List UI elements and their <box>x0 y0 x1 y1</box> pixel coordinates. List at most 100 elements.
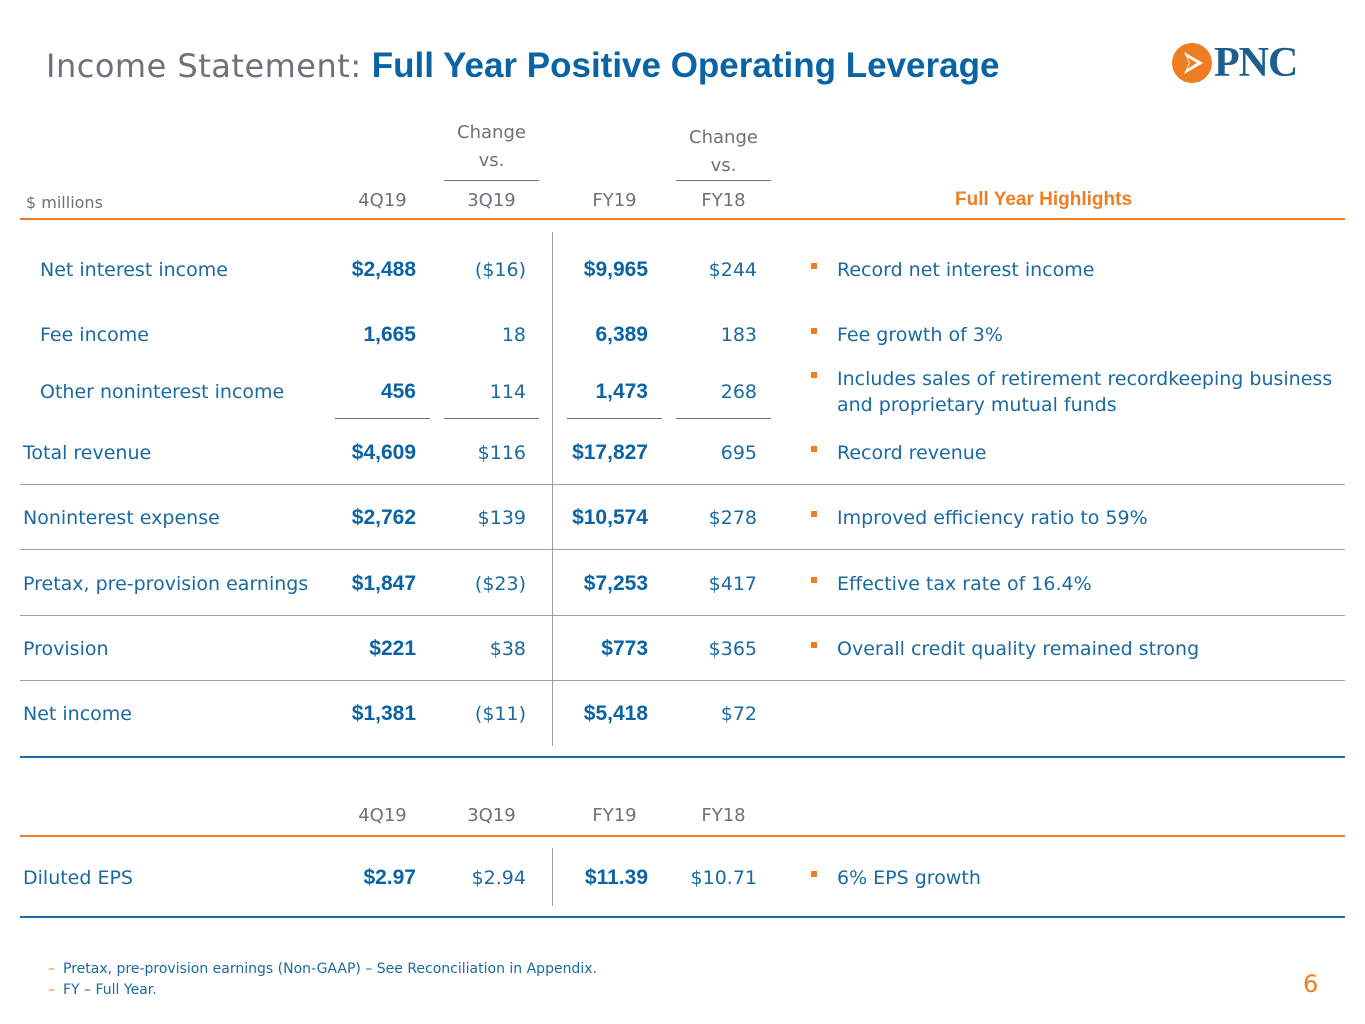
value-4q19: $1,847 <box>351 572 416 595</box>
change-underline-2 <box>676 180 771 181</box>
table-bottom-rule <box>20 756 1345 758</box>
value-4q19: $4,609 <box>351 441 416 464</box>
value-fy19: $17,827 <box>572 441 648 464</box>
bullet-icon <box>811 641 817 648</box>
bullet-icon <box>811 371 817 378</box>
highlight-text-continued: and proprietary mutual funds <box>837 394 1117 416</box>
footnote-text: Pretax, pre-provision earnings (Non-GAAP… <box>63 961 597 977</box>
row-divider <box>20 680 1345 681</box>
highlight-item: Record net interest income <box>811 259 1094 281</box>
eps-col-3q19: 3Q19 <box>467 805 516 826</box>
bullet-icon <box>811 510 817 517</box>
footnote: – FY – Full Year. <box>48 982 157 998</box>
value-chg-3q19: $139 <box>477 507 526 529</box>
subtotal-rule <box>335 418 430 419</box>
value-4q19: 456 <box>380 380 416 403</box>
bullet-icon <box>811 327 817 334</box>
eps-4q19: $2.97 <box>363 866 416 889</box>
value-chg-fy18: $417 <box>708 573 757 595</box>
vs-label-1: vs. <box>478 150 505 171</box>
logo-text: PNC <box>1214 40 1298 86</box>
value-chg-fy18: 695 <box>720 442 757 464</box>
value-chg-3q19: 114 <box>489 381 526 403</box>
pnc-logo: PNC <box>1170 40 1322 86</box>
value-fy19: $773 <box>601 637 648 660</box>
highlight-text: Overall credit quality remained strong <box>837 638 1200 660</box>
highlight-item: Effective tax rate of 16.4% <box>811 573 1092 595</box>
table-divider <box>552 232 553 746</box>
highlight-item: Record revenue <box>811 442 986 464</box>
page-title: Income Statement: Full Year Positive Ope… <box>46 44 999 88</box>
eps-fy18: $10.71 <box>690 867 757 889</box>
eps-bottom-rule <box>20 916 1345 918</box>
value-fy19: $9,965 <box>583 258 648 281</box>
value-4q19: $2,762 <box>351 506 416 529</box>
value-fy19: 1,473 <box>595 380 648 403</box>
eps-col-fy19: FY19 <box>592 805 637 826</box>
row-label: Diluted EPS <box>23 867 133 889</box>
row-divider <box>20 615 1345 616</box>
value-chg-fy18: $244 <box>708 259 757 281</box>
value-4q19: $2,488 <box>351 258 416 281</box>
eps-col-4q19: 4Q19 <box>358 805 407 826</box>
value-chg-fy18: $278 <box>708 507 757 529</box>
units-label: $ millions <box>26 193 103 212</box>
eps-3q19: $2.94 <box>471 867 526 889</box>
value-fy19: $10,574 <box>572 506 648 529</box>
value-4q19: $221 <box>369 637 416 660</box>
highlight-item: Fee growth of 3% <box>811 324 1003 346</box>
title-prefix: Income Statement: <box>46 47 362 85</box>
value-fy19: 6,389 <box>595 323 648 346</box>
value-fy19: $7,253 <box>583 572 648 595</box>
bullet-icon <box>811 576 817 583</box>
highlight-item: Includes sales of retirement recordkeepi… <box>811 368 1332 390</box>
value-4q19: $1,381 <box>351 702 416 725</box>
title-main: Full Year Positive Operating Leverage <box>371 46 1000 85</box>
highlight-text: Record revenue <box>837 442 987 464</box>
value-chg-fy18: $365 <box>708 638 757 660</box>
highlights-title: Full Year Highlights <box>955 189 1133 210</box>
bullet-icon <box>811 262 817 269</box>
row-divider <box>20 484 1345 485</box>
highlight-text: Improved efficiency ratio to 59% <box>837 507 1148 529</box>
value-chg-3q19: 18 <box>501 324 526 346</box>
row-label: Pretax, pre-provision earnings <box>23 573 309 595</box>
row-label: Net interest income <box>40 259 228 281</box>
col-4q19: 4Q19 <box>358 190 407 211</box>
value-chg-3q19: ($16) <box>474 259 526 281</box>
value-fy19: $5,418 <box>583 702 648 725</box>
highlight-item: 6% EPS growth <box>811 867 981 889</box>
change-label-1: Change <box>457 122 526 143</box>
vs-label-2: vs. <box>710 155 737 176</box>
subtotal-rule <box>444 418 539 419</box>
eps-divider <box>552 848 553 906</box>
highlight-text: Includes sales of retirement recordkeepi… <box>837 368 1333 390</box>
subtotal-rule <box>676 418 771 419</box>
footnote-text: FY – Full Year. <box>63 982 157 998</box>
highlight-text: 6% EPS growth <box>837 867 981 889</box>
row-label: Other noninterest income <box>40 381 285 403</box>
col-fy18: FY18 <box>701 190 746 211</box>
value-chg-fy18: 268 <box>720 381 757 403</box>
value-chg-3q19: ($11) <box>474 703 526 725</box>
dash-icon: – <box>48 961 55 977</box>
bullet-icon <box>811 870 817 877</box>
page-number: 6 <box>1303 970 1319 998</box>
row-label: Fee income <box>40 324 149 346</box>
highlight-text: Record net interest income <box>837 259 1095 281</box>
change-underline-1 <box>444 180 539 181</box>
eps-col-fy18: FY18 <box>701 805 746 826</box>
eps-fy19: $11.39 <box>584 866 648 889</box>
value-chg-fy18: $72 <box>720 703 757 725</box>
value-4q19: 1,665 <box>363 323 416 346</box>
subtotal-rule <box>567 418 662 419</box>
value-chg-3q19: ($23) <box>474 573 526 595</box>
footnote: – Pretax, pre-provision earnings (Non-GAA… <box>48 961 597 977</box>
col-3q19: 3Q19 <box>467 190 516 211</box>
row-label: Total revenue <box>23 442 152 464</box>
col-fy19: FY19 <box>592 190 637 211</box>
row-divider <box>20 549 1345 550</box>
dash-icon: – <box>48 982 55 998</box>
highlight-text: Fee growth of 3% <box>837 324 1003 346</box>
highlight-item: Overall credit quality remained strong <box>811 638 1199 660</box>
